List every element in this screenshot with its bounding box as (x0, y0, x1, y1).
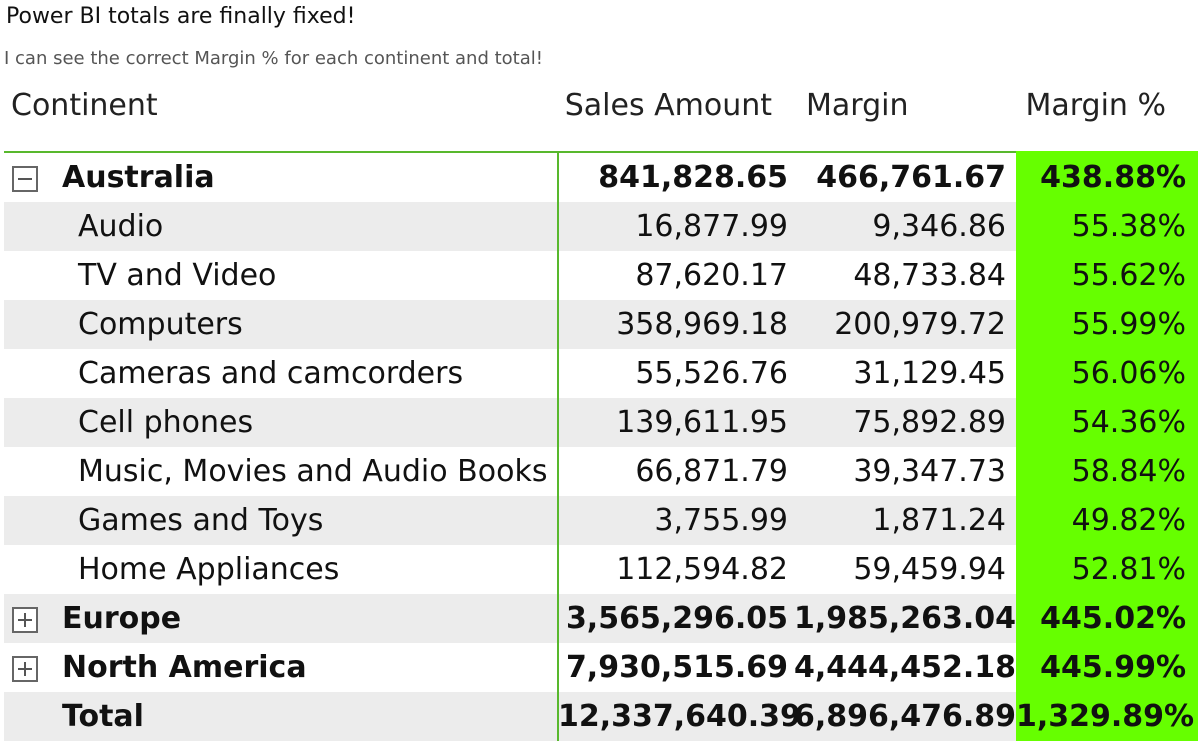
expand-plus-icon[interactable] (12, 607, 38, 633)
row-label: Europe (62, 601, 182, 636)
matrix-visual[interactable]: Continent Sales Amount Margin Margin % A… (4, 82, 1198, 741)
sales-amount-cell: 3,565,296.05 (565, 601, 788, 636)
matrix-header: Continent Sales Amount Margin Margin % (4, 82, 1198, 152)
sales-amount-cell: 112,594.82 (616, 552, 788, 587)
row-label: Australia (62, 160, 215, 195)
margin-cell: 6,896,476.89 (794, 699, 1017, 734)
row-label: Cameras and camcorders (78, 356, 464, 391)
row-label: Music, Movies and Audio Books (78, 454, 548, 489)
margin-pct-cell: 54.36% (1071, 405, 1186, 440)
report-title: Power BI totals are finally fixed! (6, 4, 356, 29)
row-label: TV and Video (78, 258, 277, 293)
sales-amount-cell: 12,337,640.39 (558, 699, 801, 734)
table-row[interactable]: Music, Movies and Audio Books 66,871.79 39… (4, 447, 1198, 496)
column-header-margin-pct[interactable]: Margin % (1025, 88, 1166, 123)
sales-amount-cell: 55,526.76 (635, 356, 788, 391)
table-row[interactable]: Cameras and camcorders 55,526.76 31,129.45… (4, 349, 1198, 398)
row-header-cell: Australia (4, 153, 556, 202)
row-label: Cell phones (78, 405, 254, 440)
table-row[interactable]: Audio 16,877.99 9,346.86 55.38% (4, 202, 1198, 251)
column-header-margin[interactable]: Margin (806, 88, 909, 123)
margin-pct-cell: 56.06% (1071, 356, 1186, 391)
row-header-cell: Cameras and camcorders (4, 349, 556, 398)
row-header-cell: Total (4, 692, 556, 741)
table-row-group[interactable]: Total 12,337,640.39 6,896,476.89 1,329.89% (4, 692, 1198, 741)
margin-cell: 466,761.67 (816, 160, 1006, 195)
row-label: Audio (78, 209, 164, 244)
sales-amount-cell: 7,930,515.69 (565, 650, 788, 685)
row-header-cell: Music, Movies and Audio Books (4, 447, 556, 496)
row-header-cell: Audio (4, 202, 556, 251)
table-row-group[interactable]: Europe 3,565,296.05 1,985,263.04 445.02% (4, 594, 1198, 643)
sales-amount-cell: 139,611.95 (616, 405, 788, 440)
margin-cell: 9,346.86 (872, 209, 1006, 244)
margin-pct-cell: 445.02% (1040, 601, 1186, 636)
row-label: Computers (78, 307, 243, 342)
expand-plus-icon[interactable] (12, 656, 38, 682)
margin-cell: 39,347.73 (853, 454, 1006, 489)
sales-amount-cell: 87,620.17 (635, 258, 788, 293)
margin-pct-cell: 58.84% (1071, 454, 1186, 489)
column-header-sales-amount[interactable]: Sales Amount (564, 88, 772, 123)
margin-pct-cell: 55.99% (1071, 307, 1186, 342)
sales-amount-cell: 16,877.99 (635, 209, 788, 244)
row-label: Games and Toys (78, 503, 324, 538)
margin-pct-cell: 1,329.89% (1016, 699, 1195, 734)
row-header-cell: Home Appliances (4, 545, 556, 594)
sales-amount-cell: 841,828.65 (598, 160, 788, 195)
margin-pct-highlight (1016, 151, 1198, 741)
row-header-cell: TV and Video (4, 251, 556, 300)
margin-pct-cell: 55.38% (1071, 209, 1186, 244)
margin-cell: 75,892.89 (853, 405, 1006, 440)
report-subtitle: I can see the correct Margin % for each … (4, 48, 543, 69)
table-row[interactable]: TV and Video 87,620.17 48,733.84 55.62% (4, 251, 1198, 300)
margin-cell: 200,979.72 (834, 307, 1006, 342)
row-header-cell: North America (4, 643, 556, 692)
margin-cell: 1,985,263.04 (794, 601, 1017, 636)
row-label: Total (62, 699, 144, 734)
row-header-cell: Cell phones (4, 398, 556, 447)
row-header-cell: Europe (4, 594, 556, 643)
row-header-divider (557, 151, 559, 741)
table-row[interactable]: Games and Toys 3,755.99 1,871.24 49.82% (4, 496, 1198, 545)
margin-cell: 59,459.94 (853, 552, 1006, 587)
collapse-minus-icon[interactable] (12, 166, 38, 192)
column-header-continent[interactable]: Continent (11, 88, 158, 123)
row-header-cell: Computers (4, 300, 556, 349)
table-row[interactable]: Cell phones 139,611.95 75,892.89 54.36% (4, 398, 1198, 447)
sales-amount-cell: 66,871.79 (635, 454, 788, 489)
margin-pct-cell: 445.99% (1040, 650, 1186, 685)
table-row-group[interactable]: Australia 841,828.65 466,761.67 438.88% (4, 153, 1198, 202)
margin-cell: 4,444,452.18 (794, 650, 1017, 685)
margin-pct-cell: 49.82% (1071, 503, 1186, 538)
sales-amount-cell: 3,755.99 (654, 503, 788, 538)
sales-amount-cell: 358,969.18 (616, 307, 788, 342)
header-divider (4, 151, 1198, 153)
table-row-group[interactable]: North America 7,930,515.69 4,444,452.18 445… (4, 643, 1198, 692)
margin-pct-cell: 438.88% (1040, 160, 1186, 195)
margin-cell: 1,871.24 (872, 503, 1006, 538)
margin-cell: 31,129.45 (853, 356, 1006, 391)
table-row[interactable]: Computers 358,969.18 200,979.72 55.99% (4, 300, 1198, 349)
margin-pct-cell: 55.62% (1071, 258, 1186, 293)
row-header-cell: Games and Toys (4, 496, 556, 545)
row-label: North America (62, 650, 307, 685)
row-label: Home Appliances (78, 552, 340, 587)
margin-cell: 48,733.84 (853, 258, 1006, 293)
table-row[interactable]: Home Appliances 112,594.82 59,459.94 52.81% (4, 545, 1198, 594)
margin-pct-cell: 52.81% (1071, 552, 1186, 587)
